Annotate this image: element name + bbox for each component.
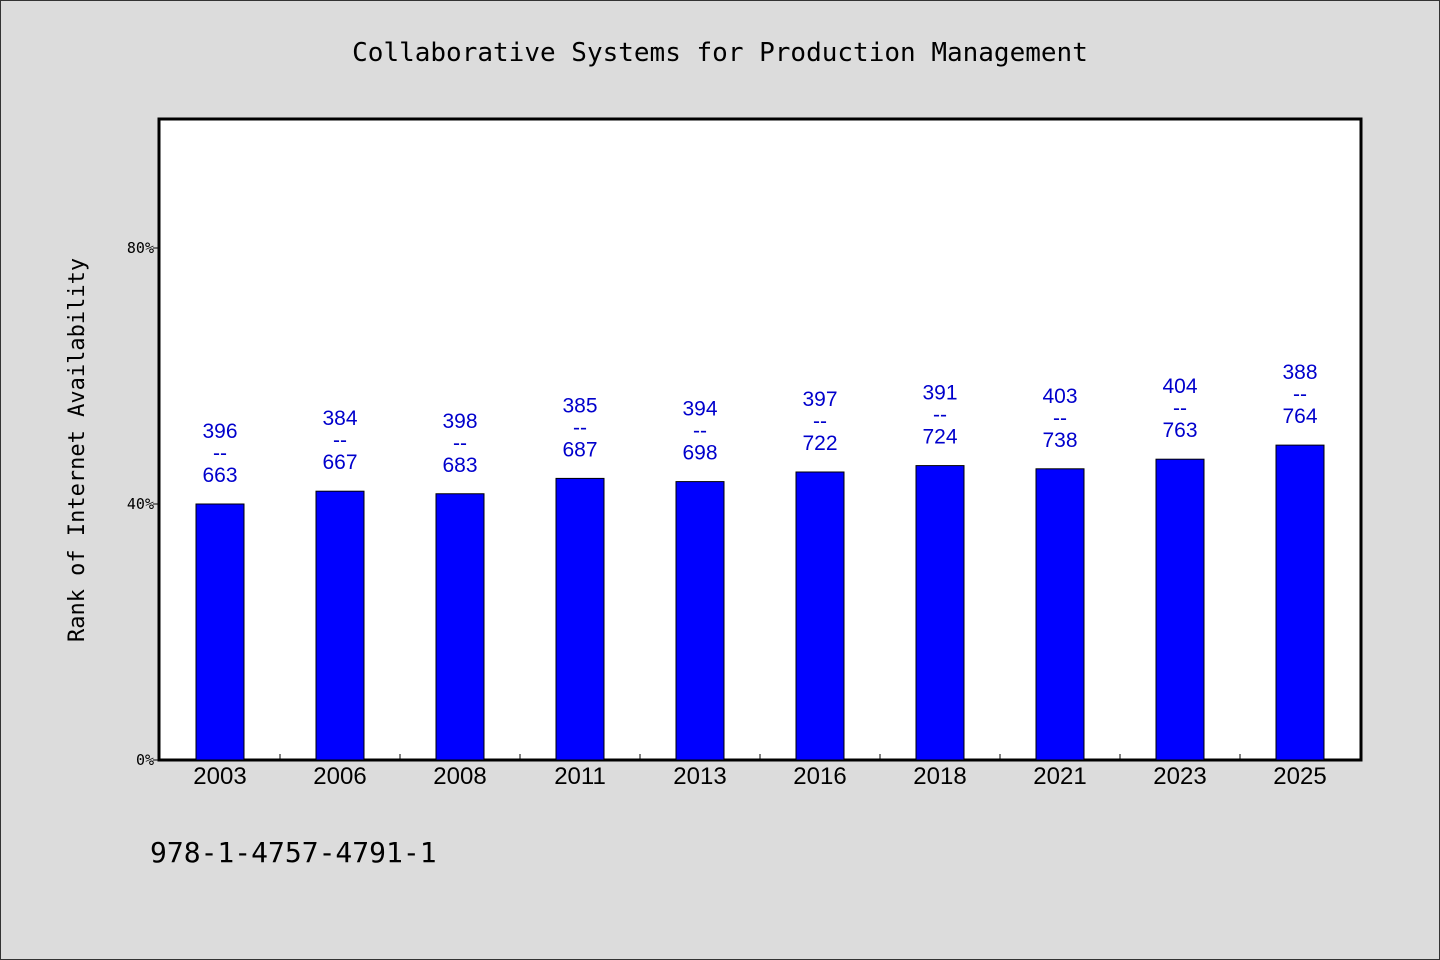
x-tick-label: 2023	[1153, 763, 1206, 790]
data-label: 698	[682, 442, 717, 465]
bar-2018	[915, 465, 965, 761]
x-tick-label: 2013	[673, 763, 726, 790]
data-label: 724	[922, 426, 957, 449]
y-axis: 0% 40% 80%	[127, 239, 160, 769]
data-label: 722	[802, 432, 837, 455]
data-label: 764	[1282, 405, 1317, 428]
data-label: 391	[922, 382, 957, 405]
y-tick-label: 40%	[127, 495, 154, 513]
chart-title: Collaborative Systems for Production Man…	[352, 38, 1088, 68]
data-label: 663	[202, 464, 237, 487]
bar-2003	[195, 503, 245, 761]
x-tick-label: 2008	[433, 763, 486, 790]
x-tick-label: 2006	[313, 763, 366, 790]
y-axis-label: Rank of Internet Availability	[65, 258, 90, 642]
x-tick-label: 2018	[913, 763, 966, 790]
data-label: 667	[322, 451, 357, 474]
data-label: 384	[322, 407, 357, 430]
bar-2008	[435, 493, 485, 761]
bar-2013	[675, 481, 725, 761]
data-label: 687	[562, 438, 597, 461]
bar-2011	[555, 477, 605, 761]
data-label: --	[333, 429, 347, 452]
bar-2023	[1155, 458, 1205, 761]
isbn-text: 978-1-4757-4791-1	[150, 836, 437, 869]
bar-2021	[1035, 468, 1085, 761]
bar-2025	[1275, 444, 1325, 761]
data-label: --	[453, 432, 467, 455]
bar-2016	[795, 471, 845, 761]
data-label: 738	[1042, 429, 1077, 452]
data-label: 404	[1162, 375, 1197, 398]
x-tick-label: 2021	[1033, 763, 1086, 790]
data-label: --	[813, 410, 827, 433]
x-tick-label: 2016	[793, 763, 846, 790]
y-tick-label: 0%	[136, 751, 154, 769]
y-tick-label: 80%	[127, 239, 154, 257]
x-tick-label: 2011	[554, 763, 606, 790]
data-label: 683	[442, 454, 477, 477]
data-label: --	[213, 442, 227, 465]
x-tick-label: 2003	[193, 763, 246, 790]
data-label: --	[1293, 383, 1307, 406]
data-labels: 396--663384--667398--683385--687394--698…	[202, 361, 1317, 487]
data-label: 403	[1042, 385, 1077, 408]
data-label: 398	[442, 410, 477, 433]
bar-2006	[315, 490, 365, 761]
data-label: 385	[562, 394, 597, 417]
data-label: 763	[1162, 419, 1197, 442]
data-label: 396	[202, 420, 237, 443]
data-label: 397	[802, 388, 837, 411]
x-tick-label: 2025	[1273, 763, 1326, 790]
data-label: 394	[682, 398, 717, 421]
data-label: --	[1053, 407, 1067, 430]
data-label: --	[693, 420, 707, 443]
x-axis: 2003 2006 2008 2011 2013 2016 2018 2021 2023 2025	[193, 754, 1327, 790]
data-label: --	[933, 404, 947, 427]
bars	[195, 444, 1325, 761]
data-label: --	[573, 416, 587, 439]
data-label: 388	[1282, 361, 1317, 384]
data-label: --	[1173, 397, 1187, 420]
